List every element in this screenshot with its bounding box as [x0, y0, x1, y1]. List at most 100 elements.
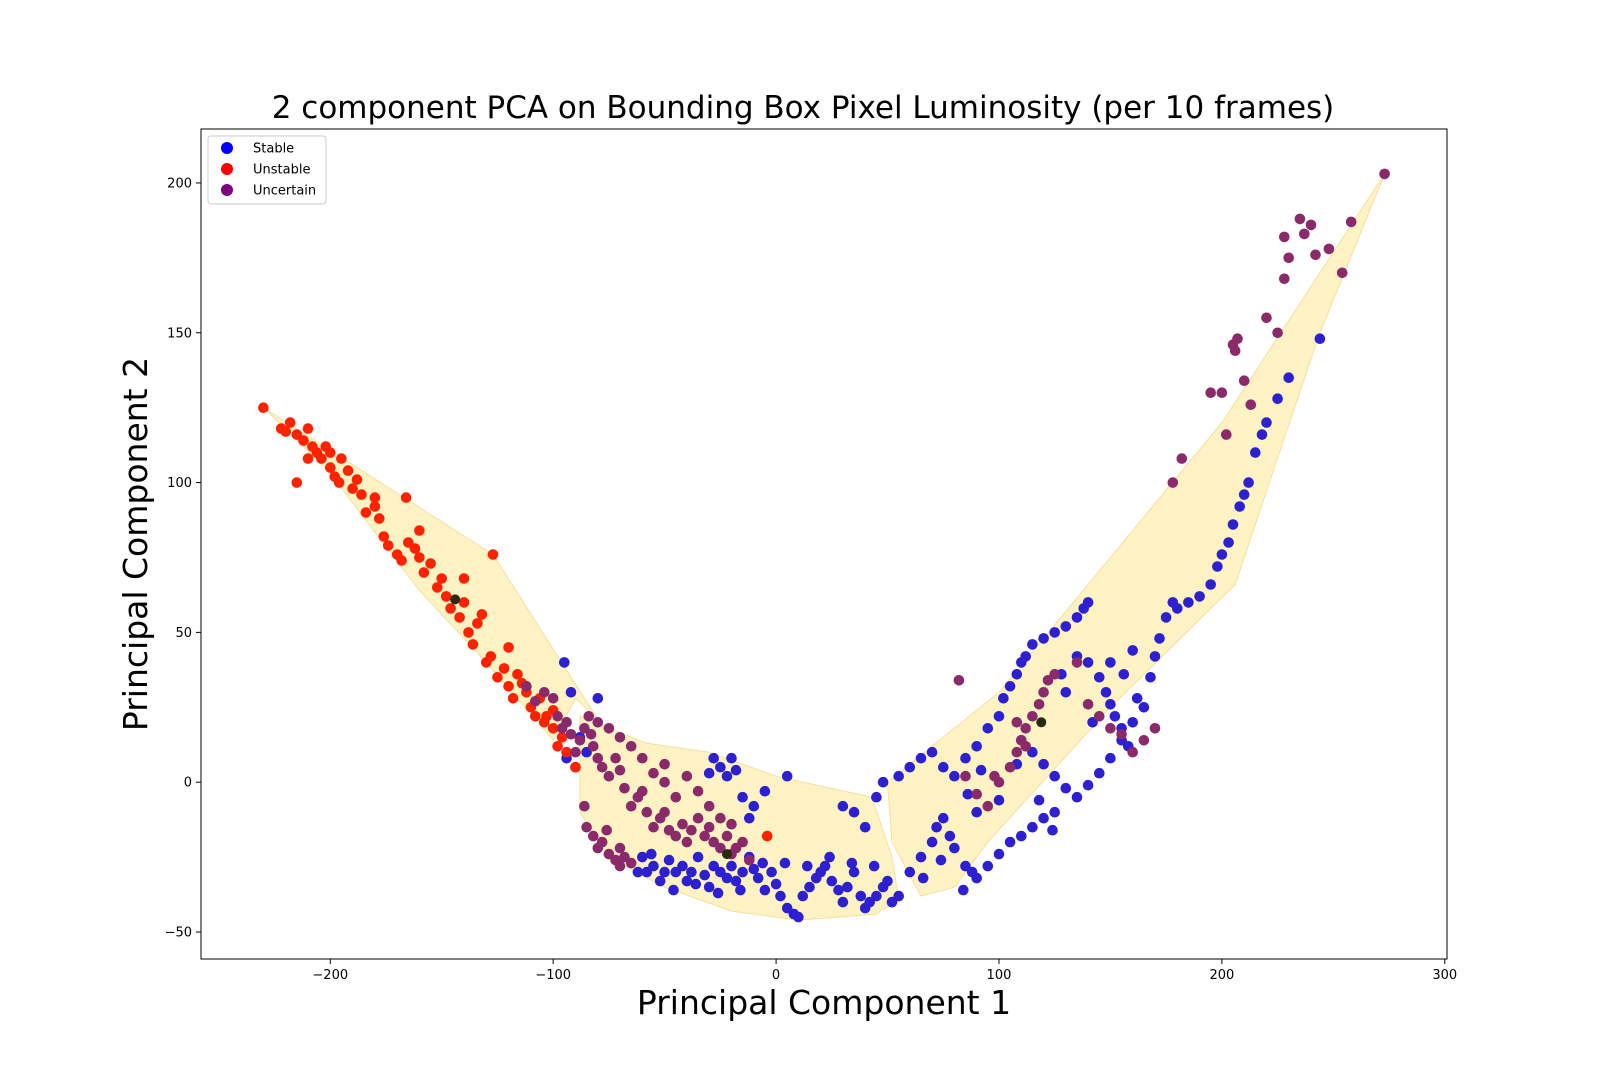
point-stable: [737, 791, 748, 803]
point-uncertain: [1167, 477, 1179, 488]
point-stable: [949, 842, 960, 854]
point-stable: [748, 863, 760, 875]
x-tick-label: 200: [1209, 968, 1234, 983]
point-stable: [1020, 651, 1031, 662]
point-unstable: [400, 492, 412, 503]
point-uncertain: [1379, 168, 1390, 180]
point-stable: [804, 881, 815, 893]
point-stable: [938, 812, 949, 824]
point-stable: [971, 806, 982, 818]
point-uncertain: [1272, 327, 1283, 339]
point-stable: [1082, 597, 1094, 608]
point-uncertain: [1138, 735, 1150, 746]
point-uncertain: [1205, 387, 1216, 399]
point-stable: [871, 791, 882, 803]
point-unstable: [541, 711, 552, 722]
point-uncertain: [596, 836, 608, 848]
point-stable: [715, 761, 726, 773]
point-uncertain: [614, 732, 626, 743]
legend-box: [207, 135, 327, 205]
point-unstable: [458, 573, 470, 584]
point-stable: [935, 854, 947, 866]
point-stable: [1027, 821, 1038, 833]
y-axis-label: Principal Component 2: [116, 357, 155, 731]
point-uncertain: [1283, 252, 1294, 264]
point-uncertain: [585, 729, 597, 740]
point-uncertain: [1279, 231, 1290, 243]
point-unstable: [492, 672, 503, 683]
point-stable: [692, 851, 704, 863]
point-uncertain: [552, 711, 563, 722]
point-stable: [1105, 699, 1116, 710]
point-unstable: [414, 525, 425, 536]
point-uncertain: [592, 752, 604, 764]
point-stable: [1047, 824, 1058, 836]
point-uncertain: [1232, 333, 1243, 345]
point-stable: [931, 821, 942, 833]
point-unstable: [467, 639, 479, 650]
point-unstable: [409, 543, 421, 554]
point-uncertain: [574, 735, 586, 746]
series-unstable: [258, 402, 773, 842]
point-uncertain: [561, 717, 572, 728]
point-stable: [759, 884, 771, 896]
point-unstable: [487, 549, 499, 560]
point-stable: [958, 884, 969, 896]
point-stable: [1100, 687, 1112, 698]
point-stable: [646, 848, 657, 860]
point-stable: [1060, 687, 1072, 698]
point-stable: [1212, 561, 1223, 572]
point-stable: [1149, 651, 1161, 662]
point-uncertain: [521, 681, 532, 692]
point-stable: [677, 860, 688, 872]
point-stable: [893, 890, 904, 902]
legend-label-unstable: Unstable: [253, 163, 310, 178]
point-uncertain: [659, 776, 670, 788]
point-unstable: [552, 741, 563, 752]
point-stable: [730, 764, 742, 776]
point-stable: [1194, 591, 1205, 602]
point-stable: [1172, 603, 1183, 614]
point-uncertain: [670, 830, 682, 842]
point-unstable: [463, 627, 474, 638]
point-stable: [1238, 489, 1250, 500]
point-stable: [1060, 782, 1072, 794]
point-uncertain: [614, 860, 626, 872]
legend-marker-stable: [221, 142, 233, 154]
point-stable: [712, 887, 724, 899]
point-uncertain: [989, 770, 1000, 782]
legend: Stable Unstable Uncertain: [207, 135, 327, 205]
point-stable: [926, 836, 938, 848]
series-uncertain: [521, 168, 1390, 872]
point-unstable: [284, 417, 296, 428]
point-unstable: [382, 540, 394, 551]
legend-marker-uncertain: [221, 184, 233, 196]
y-tick-label: 100: [167, 476, 192, 491]
point-stable: [882, 875, 893, 887]
point-uncertain: [721, 830, 733, 842]
point-stable: [1261, 417, 1272, 428]
point-uncertain: [744, 854, 755, 866]
point-uncertain: [1336, 267, 1348, 279]
point-stable: [690, 878, 702, 890]
point-stable: [1033, 794, 1045, 806]
point-unstable: [503, 681, 514, 692]
point-uncertain: [1020, 723, 1031, 734]
point-stable: [663, 854, 675, 866]
point-stable: [1082, 657, 1094, 668]
point-uncertain: [1221, 429, 1232, 440]
y-tick-label: 200: [167, 176, 192, 191]
point-stable: [565, 687, 577, 698]
point-stable: [949, 770, 960, 782]
point-uncertain: [1176, 453, 1188, 464]
point-unstable: [761, 830, 773, 842]
point-stable: [824, 851, 835, 863]
point-uncertain: [625, 800, 637, 812]
point-uncertain: [1105, 723, 1116, 734]
point-uncertain: [1011, 717, 1023, 728]
point-uncertain: [648, 821, 659, 833]
point-stable: [737, 866, 748, 878]
point-stable: [1118, 669, 1130, 680]
point-uncertain: [1345, 216, 1357, 228]
chart-title: 2 component PCA on Bounding Box Pixel Lu…: [272, 90, 1335, 126]
